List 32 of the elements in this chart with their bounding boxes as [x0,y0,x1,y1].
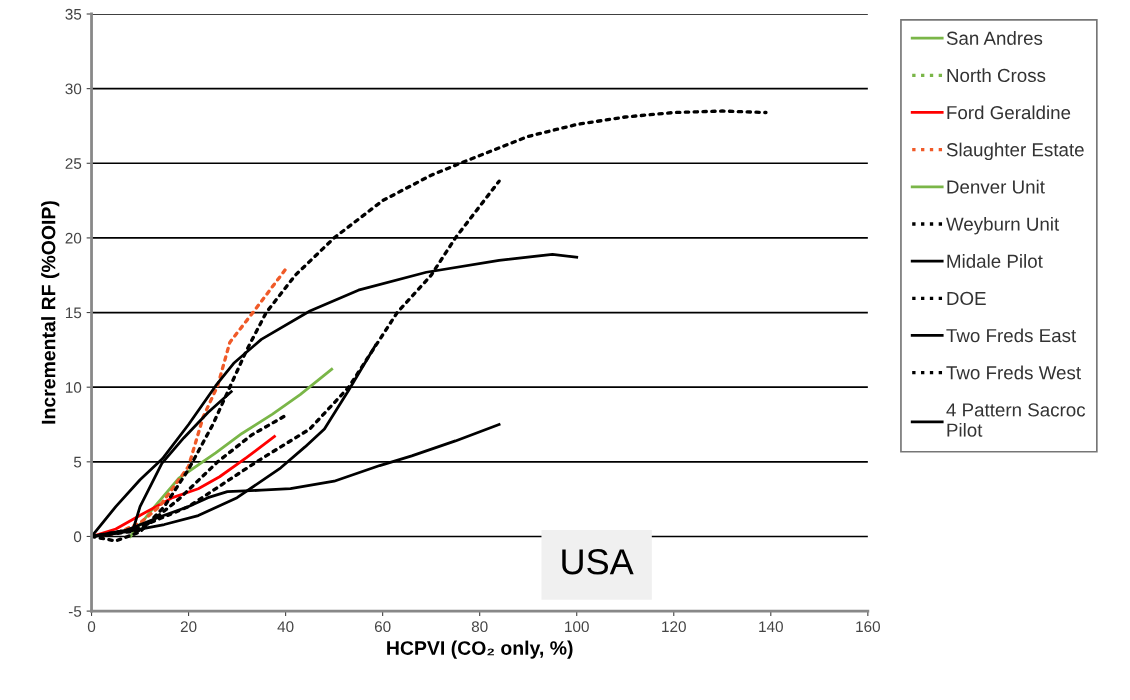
legend-label: DOE [947,291,986,306]
legend-label: Slaughter Estate [946,142,1084,161]
x-tick-label: 0 [87,621,96,633]
legend-label: 4 Pattern Sacroc Pilot [946,403,1086,437]
x-tick-label: 60 [374,621,391,633]
legend-label: Ford Geraldine [947,105,1071,120]
y-tick-label: 30 [65,83,82,95]
y-tick-label: 10 [65,382,82,393]
x-tick-label: 20 [180,621,197,633]
legend-label: Two Freds East [946,328,1077,343]
y-tick-label: 5 [73,456,82,468]
y-tick-label: 35 [65,8,82,20]
x-tick-label: 120 [662,621,686,633]
y-tick-label: 15 [65,307,82,319]
legend-label: Midale Pilot [947,254,1043,268]
y-tick-label: -5 [68,606,82,617]
legend-label: Two Freds West [946,365,1081,380]
x-tick-label: 160 [856,621,880,633]
y-tick-label: 20 [65,232,82,244]
legend-label: North Cross [947,68,1046,83]
y-tick-label: 0 [73,531,82,543]
x-axis-title: HCPVI (CO₂ only, %) [387,640,573,659]
legend-label: Denver Unit [947,179,1045,194]
x-tick-label: 40 [277,621,294,633]
y-axis-title: Incremental RF (%OOIP) [41,201,60,424]
x-tick-label: 80 [471,621,488,633]
annotation: USA [562,549,634,575]
x-tick-label: 100 [565,621,589,633]
y-tick-label: 25 [65,158,82,169]
legend-label: Weyburn Unit [946,216,1060,235]
legend-label: San Andres [946,31,1043,45]
x-tick-label: 140 [759,621,783,633]
